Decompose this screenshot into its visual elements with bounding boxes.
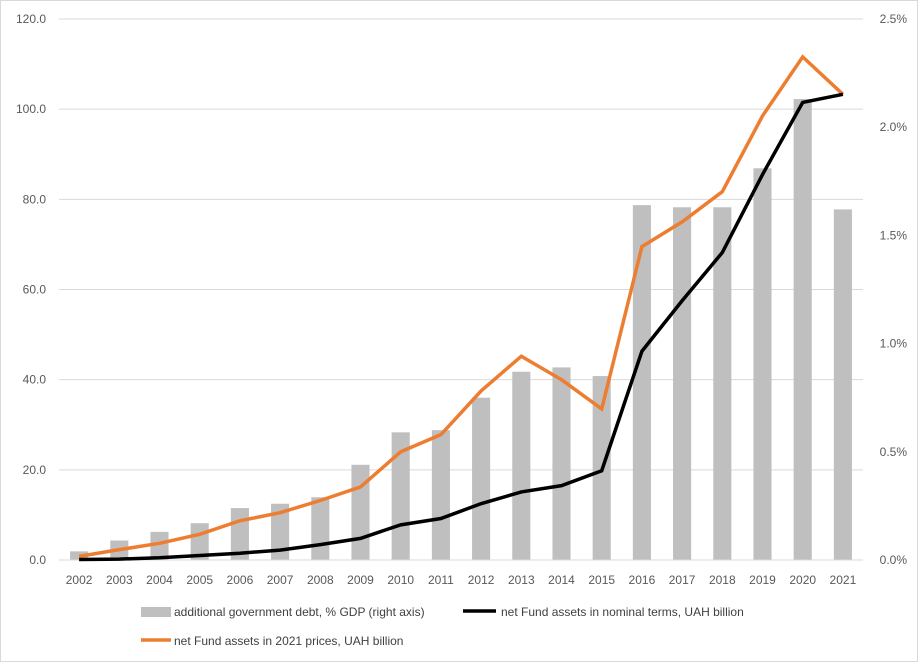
- bar-debt-2008: [311, 497, 330, 560]
- x-tick-label: 2017: [669, 573, 696, 587]
- bar-debt-2009: [351, 464, 370, 560]
- bar-debt-2011: [431, 430, 450, 560]
- x-tick-label: 2015: [588, 573, 615, 587]
- line-series: [78, 54, 845, 562]
- bar-debt-2004: [150, 531, 169, 560]
- y-left-tick-label: 0.0: [29, 553, 46, 567]
- x-tick-label: 2021: [830, 573, 857, 587]
- x-tick-label: 2004: [146, 573, 173, 587]
- y-left-tick-label: 40.0: [23, 373, 47, 387]
- x-tick-label: 2020: [789, 573, 816, 587]
- y-left-tick-label: 100.0: [16, 102, 46, 116]
- gridlines: [59, 18, 863, 471]
- bar-debt-2007: [271, 503, 290, 560]
- line-nominal: [79, 92, 844, 562]
- bar-debt-2012: [472, 397, 491, 560]
- y-left-tick-label: 20.0: [23, 463, 47, 477]
- legend-label-nominal: net Fund assets in nominal terms, UAH bi…: [501, 605, 744, 619]
- y-right-tick-label: 1.0%: [880, 337, 908, 351]
- x-tick-label: 2014: [548, 573, 575, 587]
- x-tick-label: 2003: [106, 573, 133, 587]
- x-tick-label: 2018: [709, 573, 736, 587]
- y-right-tick-label: 2.0%: [880, 120, 908, 134]
- x-tick-label: 2009: [347, 573, 374, 587]
- x-tick-label: 2013: [508, 573, 535, 587]
- bar-debt-2017: [673, 207, 692, 560]
- x-tick-label: 2005: [186, 573, 213, 587]
- y-right-tick-label: 2.5%: [880, 12, 908, 26]
- bar-debt-2020: [793, 99, 812, 561]
- bar-debt-2018: [713, 207, 732, 560]
- legend: additional government debt, % GDP (right…: [141, 605, 744, 648]
- y-left-tick-label: 80.0: [23, 192, 47, 206]
- legend-swatch-debt: [141, 607, 171, 617]
- bar-debt-2016: [632, 205, 651, 560]
- legend-label-debt: additional government debt, % GDP (right…: [174, 605, 425, 619]
- x-tick-label: 2008: [307, 573, 334, 587]
- bar-debt-2014: [552, 367, 571, 560]
- y-left-tick-label: 120.0: [16, 12, 46, 26]
- x-tick-label: 2007: [267, 573, 294, 587]
- bar-debt-2019: [753, 168, 772, 561]
- x-tick-label: 2010: [387, 573, 414, 587]
- legend-label-real: net Fund assets in 2021 prices, UAH bill…: [174, 634, 403, 648]
- x-tick-label: 2006: [227, 573, 254, 587]
- x-tick-label: 2011: [428, 573, 454, 587]
- y-right-tick-label: 0.0%: [880, 553, 908, 567]
- y-right-tick-label: 0.5%: [880, 445, 908, 459]
- bar-debt-2013: [512, 371, 531, 560]
- x-tick-label: 2019: [749, 573, 776, 587]
- tick-labels: 0.0 20.0 40.0 60.0 80.0 100.0 120.0 0.0% 0.5% 1.0…: [16, 12, 907, 587]
- line-real: [78, 54, 845, 559]
- x-tick-label: 2016: [629, 573, 656, 587]
- bar-debt-2021: [833, 209, 852, 560]
- x-tick-label: 2002: [66, 573, 93, 587]
- y-left-tick-label: 60.0: [23, 283, 47, 297]
- y-right-tick-label: 1.5%: [880, 228, 908, 242]
- x-tick-label: 2012: [468, 573, 495, 587]
